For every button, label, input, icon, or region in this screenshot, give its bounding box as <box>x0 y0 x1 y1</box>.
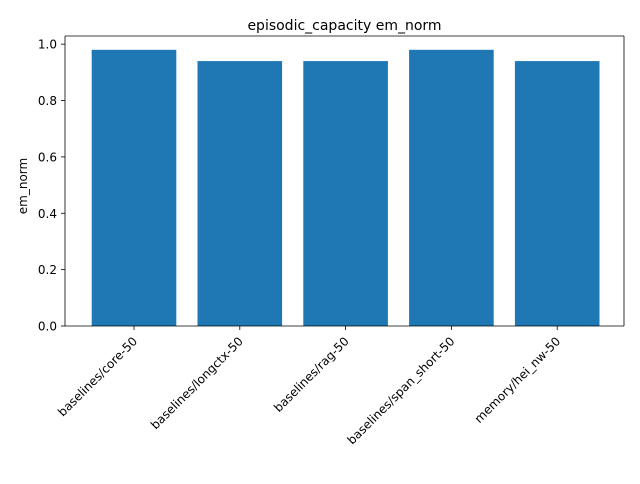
chart-title: episodic_capacity em_norm <box>247 18 441 34</box>
bar-0 <box>91 49 177 327</box>
y-tick-label: 1.0 <box>38 38 57 52</box>
bar-2 <box>303 61 388 326</box>
y-tick-label: 0.4 <box>38 207 57 221</box>
bar-1 <box>197 61 283 326</box>
y-tick-label: 0.0 <box>38 320 57 334</box>
bar-4 <box>514 61 600 326</box>
y-tick-label: 0.6 <box>38 150 57 164</box>
bar-3 <box>409 49 494 327</box>
y-tick-label: 0.2 <box>38 263 57 277</box>
bars-layer <box>91 49 600 327</box>
axes-layer <box>64 35 625 327</box>
y-tick-label: 0.8 <box>38 94 57 108</box>
y-axis-label: em_norm <box>16 158 30 214</box>
